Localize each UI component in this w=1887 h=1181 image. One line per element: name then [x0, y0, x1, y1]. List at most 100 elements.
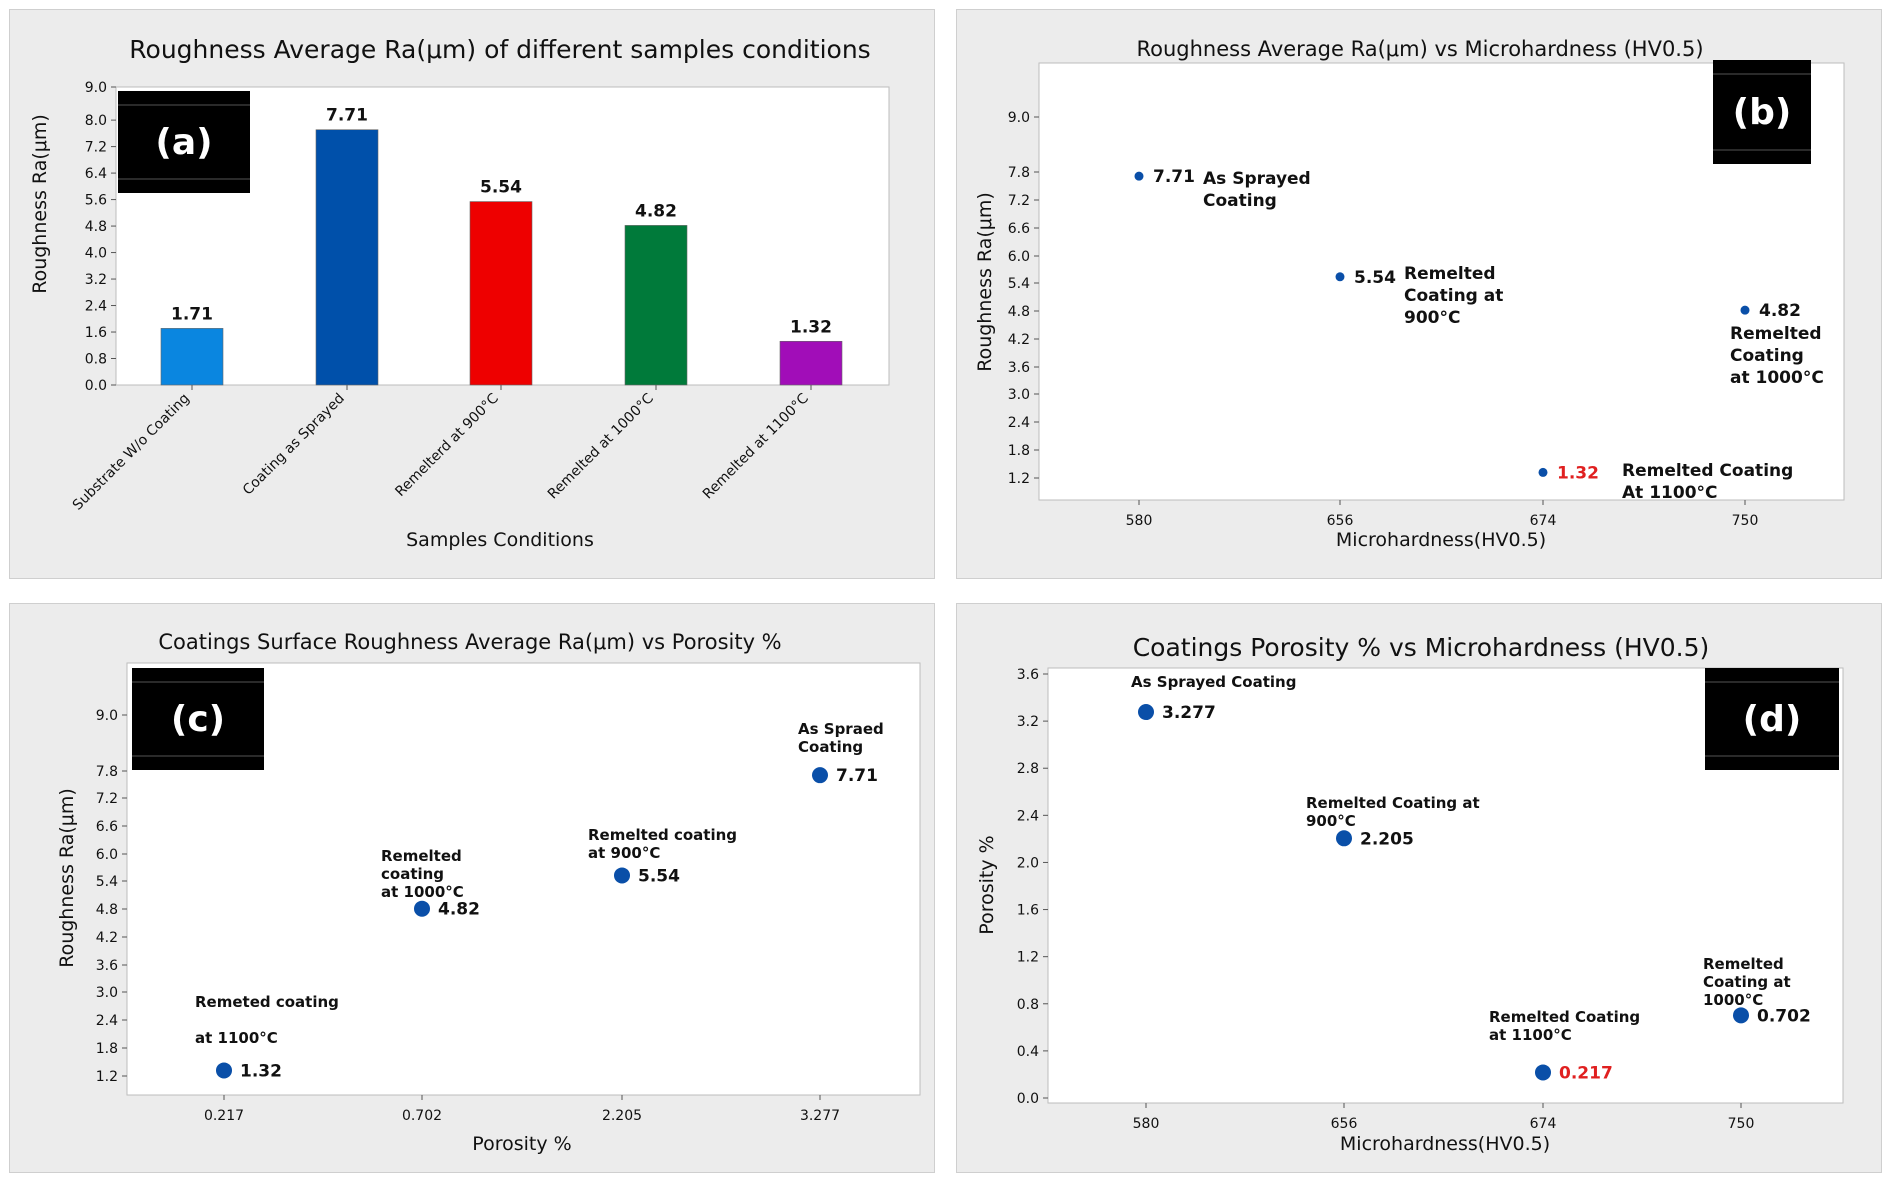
y-tick-label-b: 2.4	[1008, 415, 1030, 431]
y-tick-label-a: 8.0	[85, 113, 107, 129]
x-tick-label-d: 580	[1133, 1116, 1160, 1132]
data-point-d-1	[1138, 704, 1154, 721]
y-tick-label-b: 6.0	[1008, 249, 1030, 265]
y-tick-label-b: 7.8	[1008, 165, 1030, 181]
point-annotation-b-4: Coating	[1730, 346, 1804, 366]
bar-4	[624, 225, 688, 386]
point-value-label-c-3: 5.54	[638, 866, 680, 886]
x-tick-label-a: Substrate W/o Coating	[70, 391, 193, 514]
data-point-b-2	[1335, 272, 1345, 282]
point-annotation-c-4: Coating	[798, 738, 863, 756]
x-tick-label-a: Coating as Sprayed	[240, 391, 348, 499]
point-annotation-b-4: at 1000°C	[1730, 368, 1824, 388]
point-annotation-d-1: As Sprayed Coating	[1131, 673, 1296, 691]
y-tick-label-b: 1.8	[1008, 443, 1030, 459]
point-annotation-c-1: Remeted coating	[195, 993, 339, 1011]
y-tick-label-a: 2.4	[85, 299, 107, 315]
chart-title-a: Roughness Average Ra(μm) of different sa…	[129, 35, 870, 64]
y-tick-label-b: 6.6	[1008, 221, 1030, 237]
data-point-c-1	[216, 1062, 232, 1079]
y-tick-label-c: 4.2	[96, 930, 118, 946]
point-value-label-d-1: 3.277	[1162, 703, 1216, 723]
point-annotation-b-2: 900°C	[1404, 308, 1460, 328]
point-annotation-d-2: 900°C	[1306, 812, 1356, 830]
y-tick-label-d: 0.8	[1017, 997, 1039, 1013]
x-tick-label-c: 0.217	[204, 1108, 244, 1124]
bar-value-label-1: 1.71	[171, 304, 213, 324]
point-annotation-b-2: Coating at	[1404, 286, 1503, 306]
badge-a-label: (a)	[155, 122, 212, 163]
point-annotation-c-3: at 900°C	[588, 844, 660, 862]
y-tick-label-c: 6.0	[96, 847, 118, 863]
data-point-d-2	[1336, 830, 1352, 847]
badge-b-box	[1713, 60, 1811, 164]
point-annotation-c-3: Remelted coating	[588, 826, 737, 844]
point-value-label-c-1: 1.32	[240, 1061, 282, 1081]
point-value-label-b-4: 4.82	[1759, 301, 1801, 321]
point-annotation-b-1: Coating	[1203, 191, 1277, 211]
y-tick-label-b: 3.0	[1008, 387, 1030, 403]
point-annotation-c-1: at 1100°C	[195, 1029, 278, 1047]
y-tick-label-b: 9.0	[1008, 110, 1030, 126]
x-axis-label-a: Samples Conditions	[406, 529, 594, 551]
chart-title-c: Coatings Surface Roughness Average Ra(μm…	[158, 630, 781, 654]
point-annotation-c-4: As Spraed	[798, 720, 884, 738]
point-annotation-c-2: coating	[381, 865, 444, 883]
y-tick-label-a: 0.8	[85, 352, 107, 368]
badge-c-box	[132, 668, 264, 770]
data-point-b-4	[1740, 305, 1750, 315]
x-tick-label-d: 674	[1530, 1116, 1557, 1132]
point-annotation-d-4: 1000°C	[1703, 991, 1763, 1009]
y-tick-label-b: 4.2	[1008, 332, 1030, 348]
y-tick-label-c: 2.4	[96, 1013, 118, 1029]
y-tick-label-b: 7.2	[1008, 193, 1030, 209]
bar-value-label-2: 7.71	[326, 106, 368, 126]
point-annotation-c-2: Remelted	[381, 847, 462, 865]
data-point-b-3	[1538, 467, 1548, 477]
y-tick-label-d: 0.4	[1017, 1044, 1039, 1060]
y-axis-label-b: Roughness Ra(μm)	[974, 192, 996, 372]
point-annotation-d-4: Remelted	[1703, 955, 1784, 973]
y-tick-label-c: 1.2	[96, 1069, 118, 1085]
y-tick-label-d: 1.6	[1017, 903, 1039, 919]
y-tick-label-d: 3.2	[1017, 714, 1039, 730]
x-tick-label-b: 750	[1732, 513, 1759, 529]
point-annotation-d-4: Coating at	[1703, 973, 1791, 991]
y-tick-label-a: 3.2	[85, 272, 107, 288]
y-tick-label-a: 9.0	[85, 80, 107, 96]
y-tick-label-a: 6.4	[85, 166, 107, 182]
x-tick-label-a: Remelted at 1000°C	[545, 390, 657, 502]
y-tick-label-c: 7.2	[96, 791, 118, 807]
point-annotation-b-3: Remelted Coating	[1622, 461, 1793, 481]
badge-d-label: (d)	[1743, 699, 1802, 740]
bar-1	[160, 328, 224, 386]
y-tick-label-a: 1.6	[85, 325, 107, 341]
x-axis-label-b: Microhardness(HV0.5)	[1336, 529, 1546, 551]
y-tick-label-c: 9.0	[96, 708, 118, 724]
x-tick-label-c: 0.702	[402, 1108, 442, 1124]
bar-value-label-3: 5.54	[480, 178, 522, 198]
x-tick-label-c: 3.277	[800, 1108, 840, 1124]
y-tick-label-c: 1.8	[96, 1041, 118, 1057]
y-tick-label-c: 6.6	[96, 819, 118, 835]
y-tick-label-a: 0.0	[85, 378, 107, 394]
x-axis-label-c: Porosity %	[472, 1133, 571, 1155]
point-annotation-b-1: As Sprayed	[1203, 169, 1311, 189]
point-value-label-b-3: 1.32	[1557, 463, 1599, 483]
point-annotation-d-2: Remelted Coating at	[1306, 794, 1480, 812]
point-value-label-c-4: 7.71	[836, 766, 878, 786]
badge-a-box	[118, 91, 250, 193]
y-tick-label-c: 3.6	[96, 958, 118, 974]
point-annotation-b-4: Remelted	[1730, 324, 1822, 344]
point-value-label-b-1: 7.71	[1153, 167, 1195, 187]
x-tick-label-a: Remelted at 1100°C	[700, 390, 812, 502]
y-tick-label-a: 7.2	[85, 140, 107, 156]
y-tick-label-b: 3.6	[1008, 360, 1030, 376]
point-value-label-c-2: 4.82	[438, 900, 480, 920]
y-tick-label-b: 4.8	[1008, 304, 1030, 320]
point-annotation-d-3: Remelted Coating	[1489, 1008, 1640, 1026]
y-axis-label-a: Roughness Ra(μm)	[29, 114, 51, 294]
point-annotation-b-3: At 1100°C	[1622, 483, 1718, 503]
point-annotation-b-2: Remelted	[1404, 264, 1496, 284]
chart-title-d: Coatings Porosity % vs Microhardness (HV…	[1133, 633, 1710, 662]
